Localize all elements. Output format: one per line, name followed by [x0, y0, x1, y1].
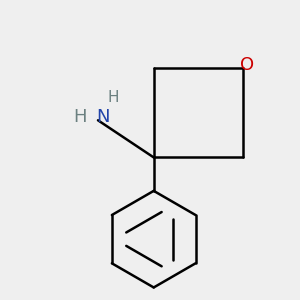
- Text: H: H: [73, 108, 87, 126]
- Text: N: N: [96, 108, 110, 126]
- Text: O: O: [239, 56, 254, 74]
- Text: H: H: [107, 91, 118, 106]
